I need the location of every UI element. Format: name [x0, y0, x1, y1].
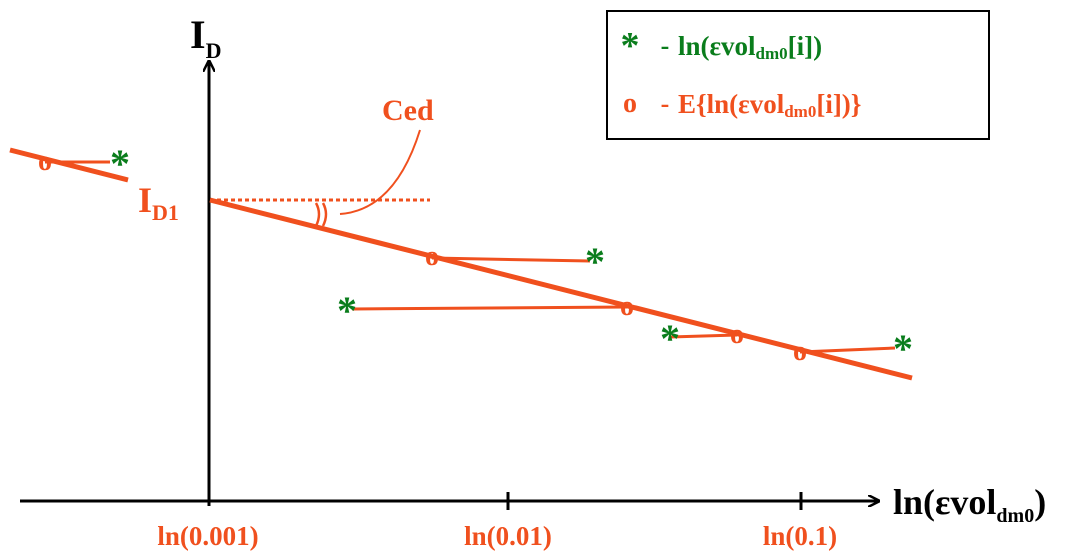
legend-item-sample: * - ln(εvoldm0[i]) [608, 25, 823, 67]
residual-line [351, 305, 628, 311]
sample-marker: * [660, 316, 680, 361]
sample-marker: * [110, 141, 130, 186]
circle-icon: o [623, 88, 637, 119]
angle-arc [321, 202, 328, 227]
residual-line [669, 333, 738, 339]
residual-line [799, 346, 896, 354]
x-tick-label: ln(0.1) [763, 521, 837, 551]
legend-item-mean: o - E{ln(εvoldm0[i])} [608, 84, 861, 124]
mean-marker: o [730, 319, 744, 350]
mean-marker: o [425, 241, 439, 272]
residual-line [431, 256, 591, 263]
legend-text-sample: ln(εvoldm0[i]) [678, 30, 823, 63]
fit-line-main [209, 197, 913, 381]
intercept-label: ID1 [138, 180, 179, 225]
mean-marker: o [793, 336, 807, 367]
asterisk-icon: * [620, 25, 640, 67]
slope-label: Ced [382, 94, 434, 127]
legend: * - ln(εvoldm0[i]) o - E{ln(εvoldm0[i])} [606, 10, 990, 140]
legend-dash: - [660, 31, 670, 60]
x-tick-label: ln(0.01) [464, 521, 552, 551]
sample-marker: * [337, 288, 357, 333]
mean-marker: o [38, 146, 52, 177]
x-axis-label: ln(εvoldm0) [893, 482, 1046, 527]
angle-arc [314, 202, 321, 227]
mean-marker: o [620, 291, 634, 322]
x-tick-label: ln(0.001) [157, 521, 258, 551]
slope-pointer [339, 129, 421, 215]
y-axis-label: ID [190, 12, 221, 63]
legend-dash: - [660, 89, 670, 118]
sample-marker: * [893, 326, 913, 371]
legend-text-mean: E{ln(εvoldm0[i])} [678, 88, 862, 121]
fit-line-left [9, 147, 129, 183]
sample-marker: * [585, 239, 605, 284]
